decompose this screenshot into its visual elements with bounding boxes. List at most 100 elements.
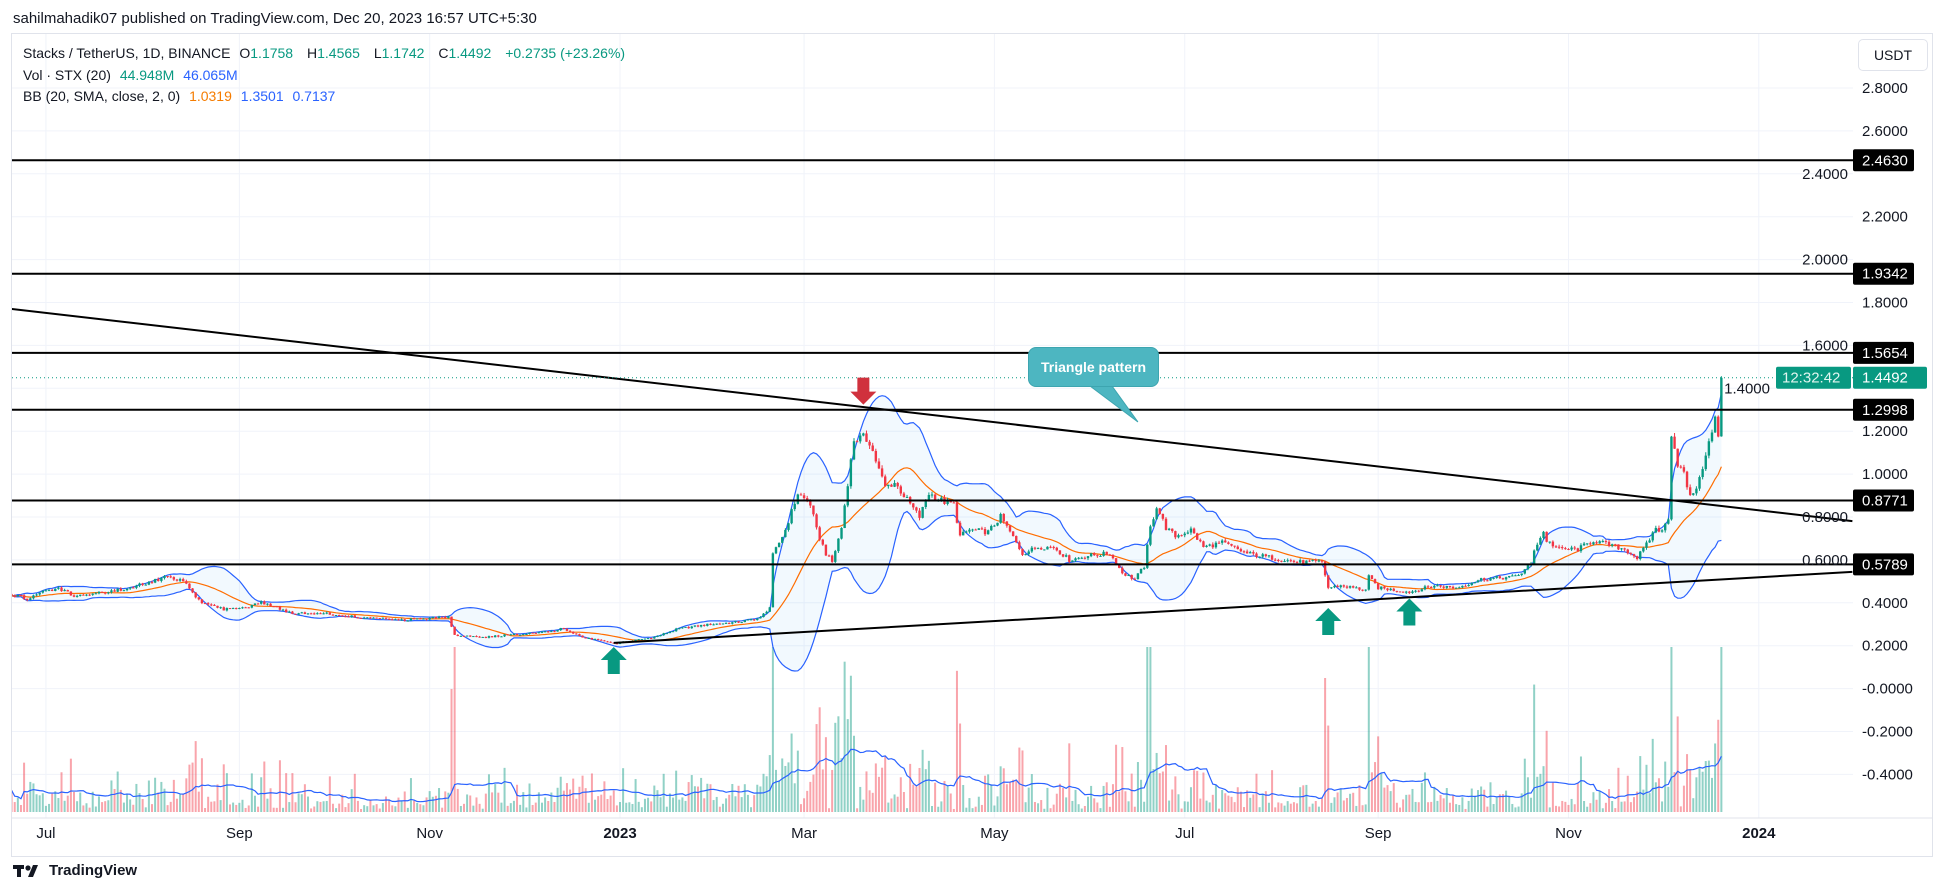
volume-bar [1249,797,1252,812]
candle-body [509,634,512,636]
volume-bar [1555,805,1557,812]
volume-bar [297,793,300,812]
candle-body [1121,567,1124,574]
volume-bar [1526,777,1529,812]
candle-body [609,641,612,643]
volume-bar [906,808,909,812]
candle-body [1542,531,1545,538]
volume-bar [356,800,359,812]
volume-label[interactable]: Vol · STX (20) [23,67,111,83]
candle-body [699,624,703,627]
candle-body [356,617,360,619]
volume-bar [678,799,681,812]
volume-bar [565,783,568,812]
candle-body [565,628,569,631]
time-axis[interactable]: Jul Sep Nov 2023 Mar May Jul Sep Nov 2024 [36,825,1776,842]
candle-body [228,608,232,610]
candle-body [784,529,787,538]
volume-bar [712,800,715,812]
volume-bar [1236,787,1239,812]
candle-body [787,523,790,530]
drawings[interactable] [12,159,1853,644]
candle-body [12,594,13,596]
time-tick-label: 2023 [603,825,636,842]
candle-body [1576,548,1580,552]
candle-body [19,594,23,596]
candle-body [572,631,575,634]
candle-body [506,634,509,636]
volume-bar [700,777,703,812]
candle-body [157,579,160,581]
candle-body [1561,547,1564,549]
volume-bar [466,794,469,812]
arrow-markers[interactable] [600,377,1423,674]
volume-ma-value: 46.065M [183,67,238,83]
volume-bar [778,780,781,812]
volume-bar [1015,779,1018,812]
candle-body [634,639,637,641]
volume-bar [1670,647,1673,812]
legend-symbol[interactable]: Stacks / TetherUS, 1D, BINANCE [23,45,231,61]
volume-bar [1542,766,1545,812]
candle-body [1679,466,1682,468]
candle-body [35,594,38,596]
volume-bar [1558,806,1561,812]
candle-body [843,505,846,529]
volume-bar [606,799,609,812]
volume-bar [278,760,281,812]
time-tick-label: Sep [1365,825,1392,842]
volume-bar [569,789,572,812]
currency-button[interactable]: USDT [1858,39,1928,71]
candle-body [1189,528,1193,533]
candle-body [425,618,428,620]
candle-body [213,604,216,606]
volume-bar [743,784,746,812]
candle-body [263,601,266,605]
volume-bar [1682,785,1685,812]
volume-bar [1364,804,1367,812]
volume-bar [400,800,403,812]
volume-bar [1367,647,1370,812]
candle-body [1426,586,1430,588]
volume-bar [1037,803,1040,812]
volume-bar [222,764,225,812]
volume-bar [1296,803,1299,812]
candle-body [1052,546,1055,548]
volume-bar [1433,786,1436,812]
triangle-pattern-callout[interactable]: Triangle pattern [1028,347,1159,387]
candle-body [1130,574,1133,579]
volume-bar [946,785,949,812]
volume-bar [1049,808,1052,812]
candle-body [1626,549,1629,554]
footer-logo[interactable]: TradingView [13,862,137,879]
volume-bar [147,780,150,812]
legend-bb: BB (20, SMA, close, 2, 0) 1.0319 1.3501 … [23,88,340,104]
volume-bar [232,802,235,812]
bb-label[interactable]: BB (20, SMA, close, 2, 0) [23,88,181,104]
volume-bar [122,802,125,812]
candle-body [1330,587,1333,589]
volume-bar [977,796,980,812]
candle-body [1005,521,1009,526]
candle-body [827,555,831,557]
volume-bar [1152,769,1155,812]
candle-body [1114,558,1118,566]
candle-body [1454,587,1458,589]
price-axis[interactable]: 2.8000 2.6000 2.4000 2.2000 2.0000 1.8000 1.60… [1724,80,1927,783]
volume-bar [1024,802,1027,812]
volume-bar [656,790,659,812]
volume-bar [375,804,378,812]
candle-body [525,633,528,635]
candle-body [409,618,413,621]
candle-body [266,603,269,605]
candle-body [1018,542,1021,550]
volume-bar [1027,787,1030,812]
candle-body [837,538,840,552]
volume-bar [1511,803,1514,812]
candle-body [1651,532,1654,541]
candle-body [999,514,1002,523]
candle-body [893,482,896,487]
volume-bar [1121,747,1124,812]
volume-bar [419,804,422,812]
